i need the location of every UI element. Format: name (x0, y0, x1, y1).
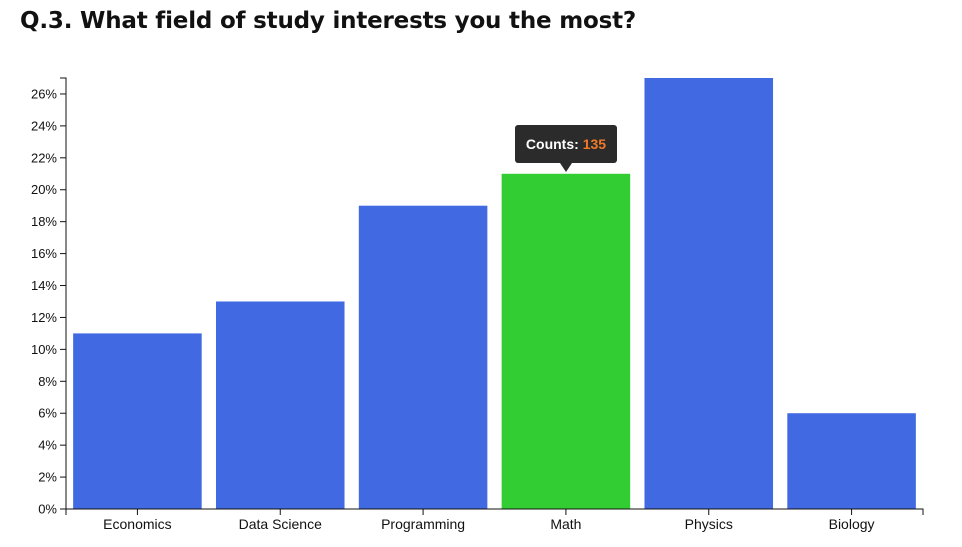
tooltip-value: 135 (582, 135, 607, 152)
y-tick-label: 0% (38, 502, 57, 517)
x-tick-label-economics: Economics (103, 516, 171, 532)
bar-biology[interactable] (787, 413, 916, 509)
x-axis-line (65, 508, 924, 515)
tooltip-pointer (559, 162, 572, 172)
y-tick-label: 16% (31, 246, 57, 261)
y-tick-label: 10% (31, 342, 57, 357)
y-tick-label: 14% (31, 278, 57, 293)
y-tick-label: 26% (31, 86, 57, 101)
y-axis: 0% 2% 4% 6% 8% 10% 12% 14% 16% 18% 20% 22% 24% 26% (31, 77, 67, 517)
y-tick-label: 12% (31, 310, 57, 325)
tooltip-label: Counts: (525, 135, 579, 152)
bar-programming[interactable] (358, 205, 488, 509)
y-tick-label: 18% (31, 214, 57, 229)
y-tick-label: 2% (38, 470, 57, 485)
y-tick-label: 24% (31, 118, 57, 133)
y-axis-line (60, 77, 67, 510)
bar-math[interactable] (501, 173, 631, 509)
bar-tooltip: Counts: 135 (514, 124, 618, 172)
y-tick-label: 22% (31, 150, 57, 165)
x-tick-label-biology: Biology (829, 516, 875, 532)
y-tick-label: 6% (38, 406, 57, 421)
y-tick-label: 4% (38, 438, 57, 453)
x-tick-label-math: Math (550, 516, 581, 532)
chart-title: Q.3. What field of study interests you t… (20, 8, 637, 34)
bars-layer (73, 78, 916, 509)
y-tick-label: 20% (31, 182, 57, 197)
bar-data-science[interactable] (215, 301, 345, 509)
y-tick-label: 8% (38, 374, 57, 389)
x-tick-label-physics: Physics (685, 516, 733, 532)
bar-physics[interactable] (644, 78, 774, 509)
x-tick-label-data-science: Data Science (239, 516, 322, 532)
x-axis: Economics Data Science Programming Math Phys… (65, 508, 924, 532)
bar-economics[interactable] (73, 333, 202, 509)
x-tick-label-programming: Programming (381, 516, 465, 532)
